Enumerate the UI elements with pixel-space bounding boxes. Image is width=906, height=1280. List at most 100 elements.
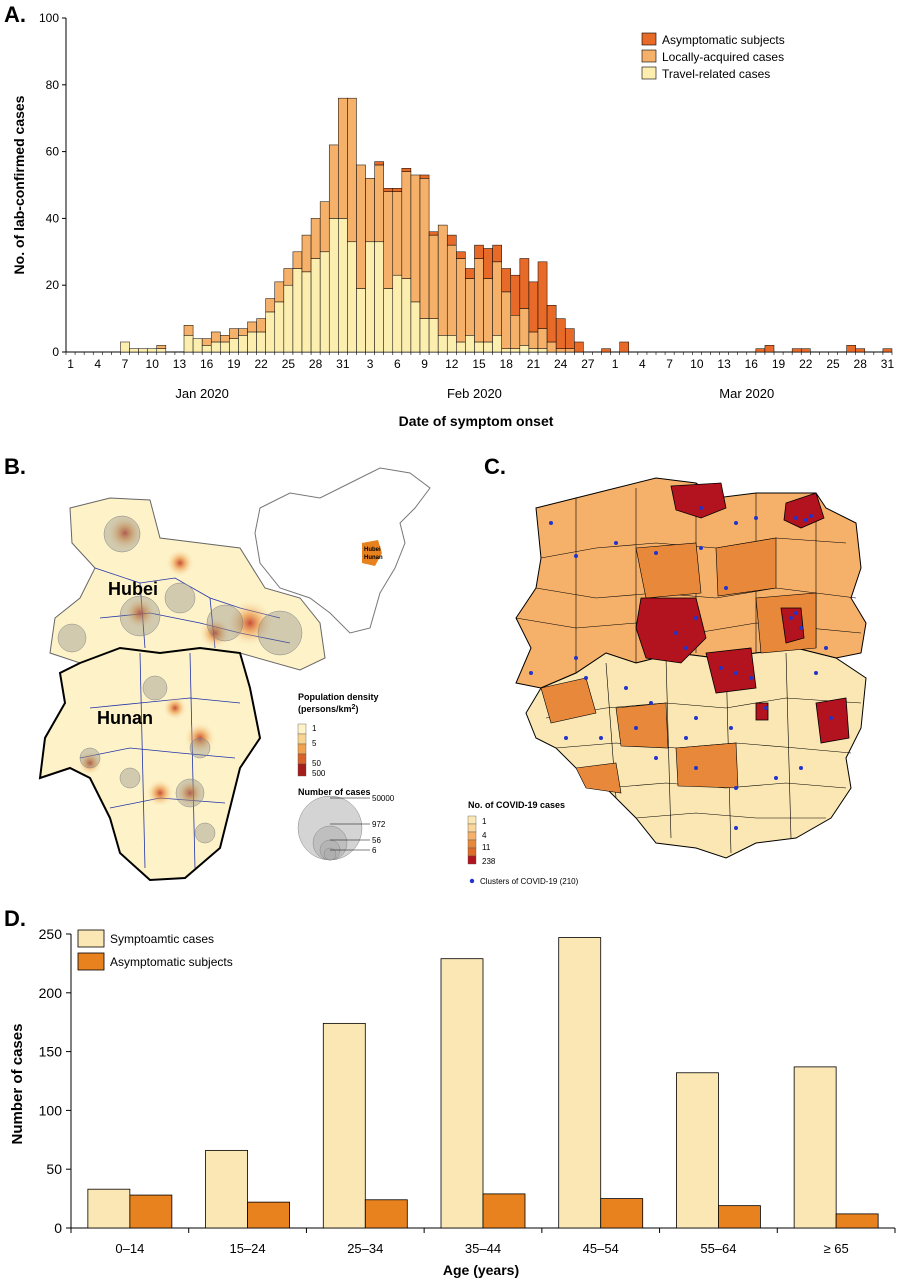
chart-d-xtick-label: 55–64 — [700, 1241, 736, 1256]
chart-a-xtick-label: 28 — [309, 357, 323, 371]
chart-a-xtick-label: 13 — [717, 357, 731, 371]
chart-a-bar-segment — [256, 318, 266, 333]
chart-a-bar-segment — [392, 191, 403, 276]
chart-a-bar-segment — [428, 231, 439, 236]
pop-level-4: 500 — [312, 769, 326, 778]
chart-a-bar-segment — [510, 348, 521, 353]
chart-a-bar-segment — [428, 318, 439, 353]
chart-a-legend-label: Asymptomatic subjects — [662, 33, 785, 47]
chart-d-ylabel: Number of cases — [9, 1024, 26, 1145]
chart-a-bar-segment — [220, 335, 230, 343]
chart-d-bar — [676, 1072, 719, 1229]
chart-a-bar-segment — [319, 201, 330, 253]
chart-a-bar-segment — [392, 188, 403, 192]
chart-d-xtick-label: 15–24 — [229, 1241, 265, 1256]
chart-a-xtick-label: 22 — [799, 357, 813, 371]
chart-a-bar-segment — [564, 328, 575, 349]
chart-a-bar-segment — [374, 161, 384, 166]
chart-d-ytick-label: 50 — [46, 1161, 62, 1177]
chart-a-bar-segment — [574, 341, 584, 353]
chart-a-bar-segment — [328, 218, 339, 353]
chart-a-xtick-label: 22 — [254, 357, 268, 371]
chart-a-bar-segment — [446, 335, 457, 353]
china-inset-outline — [254, 467, 431, 634]
chart-a-bar-segment — [347, 241, 357, 353]
chart-a-bar-segment — [292, 268, 303, 353]
chart-a-legend-swatch — [641, 32, 657, 46]
chart-d-bar — [718, 1205, 761, 1229]
chart-d-xtick-label: 0–14 — [115, 1241, 144, 1256]
chart-a-bar-segment — [437, 335, 448, 353]
chart-a-bar-segment — [483, 278, 493, 343]
chart-d-xtick-label: 25–34 — [347, 1241, 383, 1256]
chart-d-bar — [247, 1201, 290, 1229]
chart-a-bar-segment — [319, 251, 330, 353]
chart-a-xtick-label: 4 — [94, 357, 101, 371]
inset-hubei-hunan — [362, 540, 382, 566]
chart-a-bar-segment — [238, 335, 248, 353]
chart-a-bars — [120, 97, 893, 353]
chart-a-bar-segment — [120, 341, 130, 353]
map-c-level-1: 1 — [482, 817, 487, 826]
chart-a-legend-swatch — [641, 66, 657, 80]
chart-d-xtick-label: 35–44 — [465, 1241, 501, 1256]
chart-a-bar-segment — [247, 321, 257, 333]
chart-a-xtick-label: 27 — [581, 357, 595, 371]
chart-a-bar-segment — [338, 218, 348, 353]
chart-a-xtick-label: 9 — [421, 357, 428, 371]
chart-a-bar-segment — [392, 274, 403, 353]
cluster-dots — [529, 506, 833, 830]
chart-d-xtick-label: ≥ 65 — [824, 1241, 849, 1256]
chart-a-ytick-label: 80 — [46, 78, 60, 92]
chart-a-bar-segment — [201, 345, 212, 353]
chart-a-bar-segment — [310, 258, 321, 353]
map-c-level-2: 4 — [482, 831, 487, 840]
chart-a-bar-segment — [301, 234, 312, 273]
chart-a-bar-segment — [410, 301, 421, 353]
chart-a-ylabel: No. of lab-confirmed cases — [11, 95, 27, 274]
chart-a-bar-segment — [210, 331, 221, 343]
chart-a-bar-segment — [492, 335, 502, 353]
chart-d-xtick-label: 45–54 — [583, 1241, 619, 1256]
chart-a-bar-segment — [846, 345, 856, 353]
pop-density-scale — [297, 723, 307, 777]
chart-a-bar-segment — [401, 168, 412, 172]
map-c-legend-scale — [467, 815, 477, 865]
chart-a-bar-segment — [220, 341, 230, 353]
chart-a-bar-segment — [501, 348, 512, 353]
chart-a-xtick-label: 16 — [745, 357, 759, 371]
cases-level-2: 972 — [372, 820, 386, 829]
inset-label-hubei: Hubei — [364, 547, 381, 553]
chart-a-bar-segment — [546, 341, 557, 353]
chart-a-bar-segment — [419, 174, 430, 179]
chart-a-bar-segment — [446, 244, 457, 336]
chart-d-bar — [364, 1199, 408, 1229]
pop-density-title-line2: (persons/km2) — [298, 704, 358, 714]
high-case-areas — [635, 482, 850, 744]
chart-a-bar-segment — [528, 348, 539, 353]
panel-c-letter: C. — [484, 454, 506, 479]
chart-a-xtick-label: 7 — [666, 357, 673, 371]
chart-a-bar-segment — [229, 328, 239, 339]
chart-d-xlabel: Age (years) — [443, 1262, 519, 1278]
chart-a-bar-segment — [601, 348, 611, 353]
chart-a-bar-segment — [283, 268, 294, 286]
chart-a-bar-segment — [537, 348, 548, 353]
chart-a-bar-segment — [555, 318, 566, 349]
chart-a-month-label: Mar 2020 — [719, 386, 774, 401]
chart-a-bar-segment — [301, 271, 312, 353]
chart-d-ytick-label: 0 — [54, 1220, 62, 1236]
population-density-map: Hubei Hunan Hubei Hunan Population densi… — [38, 467, 431, 882]
chart-a-xtick-label: 19 — [227, 357, 241, 371]
chart-a-bar-segment — [183, 335, 194, 353]
cases-size-scale — [297, 795, 363, 861]
chart-a-bar-segment — [537, 328, 548, 349]
pop-density-title-line1: Population density — [298, 692, 379, 702]
chart-a-bar-segment — [474, 244, 484, 259]
chart-a-bar-segment — [501, 268, 512, 293]
chart-a-bar-segment — [401, 171, 412, 279]
map-c-cluster-label: Clusters of COVID-19 (210) — [480, 877, 579, 886]
chart-a-xtick-label: 21 — [527, 357, 541, 371]
chart-a-legend-label: Locally-acquired cases — [662, 50, 784, 64]
chart-a-bar-segment — [156, 348, 167, 353]
